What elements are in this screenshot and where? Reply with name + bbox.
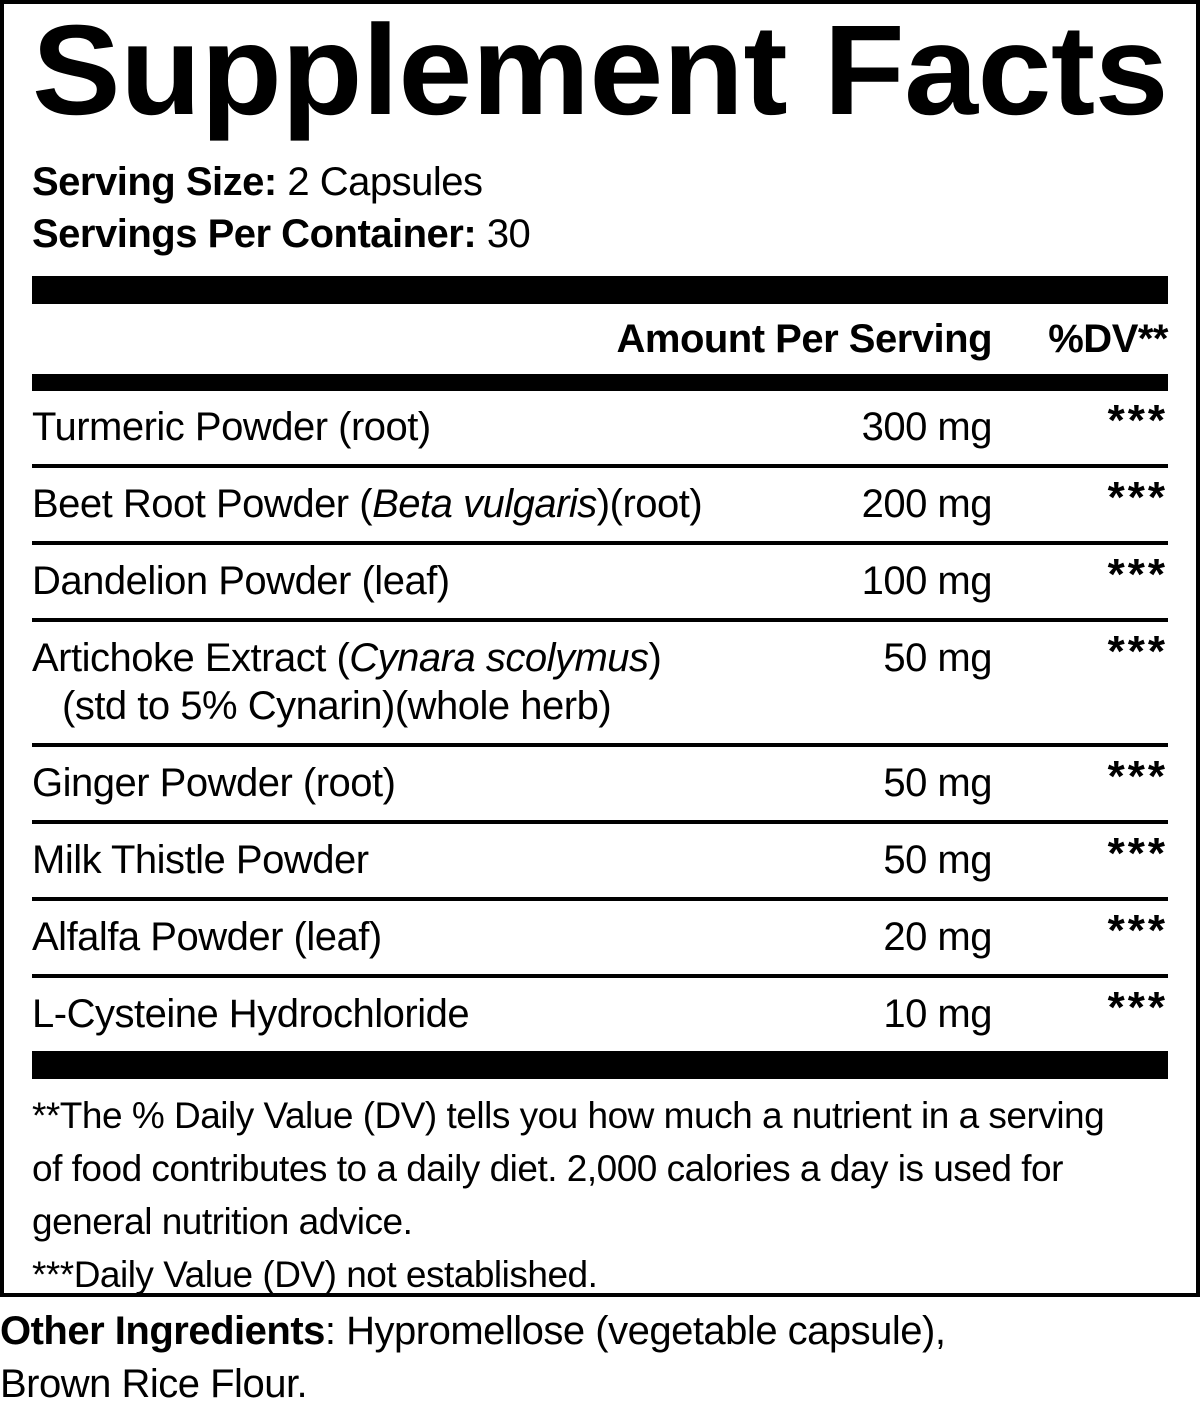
ingredient-row: Dandelion Powder (leaf) 100 mg *** (32, 545, 1168, 622)
serving-info: Serving Size: 2 Capsules Servings Per Co… (32, 156, 1168, 260)
other-ingredients: Other Ingredients: Hypromellose (vegetab… (0, 1305, 1200, 1411)
ingredient-row: L-Cysteine Hydrochloride 10 mg *** (32, 978, 1168, 1051)
dv-not-established-note: ***Daily Value (DV) not established. (32, 1254, 598, 1295)
ingredient-row: Milk Thistle Powder 50 mg *** (32, 824, 1168, 901)
ingredient-amount: 300 mg (861, 405, 993, 449)
thick-rule-top (32, 276, 1168, 304)
other-ingredients-line-1: Other Ingredients: Hypromellose (vegetab… (0, 1305, 1200, 1358)
dv-footnote-line-3: general nutrition advice. (32, 1201, 413, 1242)
ingredient-dv: *** (1107, 396, 1168, 445)
ingredient-dv: *** (1107, 983, 1168, 1032)
dv-footnote-line-1: **The % Daily Value (DV) tells you how m… (32, 1095, 1105, 1136)
serving-size-value: 2 Capsules (287, 160, 483, 204)
ingredient-name: Artichoke Extract (Cynara scolymus) (std … (32, 634, 883, 730)
ingredient-amount: 50 mg (883, 761, 992, 805)
ingredient-amount: 200 mg (861, 482, 993, 526)
ingredient-row: Beet Root Powder (Beta vulgaris)(root) 2… (32, 468, 1168, 545)
ingredient-amount: 50 mg (883, 636, 992, 680)
ingredient-dv: *** (1107, 627, 1168, 676)
ingredient-dv: *** (1107, 752, 1168, 801)
table-header-row: Amount Per Serving %DV** (32, 304, 1168, 374)
other-ingredients-text: : Hypromellose (vegetable capsule), (324, 1309, 946, 1353)
panel-title: Supplement Facts (32, 14, 1168, 142)
ingredient-name: Alfalfa Powder (leaf) (32, 915, 382, 959)
ingredient-dv: *** (1107, 906, 1168, 955)
other-ingredients-line-2: Brown Rice Flour. (0, 1362, 308, 1406)
ingredient-amount: 50 mg (883, 838, 992, 882)
servings-per-container-line: Servings Per Container: 30 (32, 208, 1168, 260)
amount-per-serving-header: Amount Per Serving (616, 317, 992, 361)
serving-size-line: Serving Size: 2 Capsules (32, 156, 1168, 208)
ingredient-name: Beet Root Powder (Beta vulgaris)(root) (32, 482, 703, 526)
ingredient-dv: *** (1107, 550, 1168, 599)
dv-footnote-line-2: of food contributes to a daily diet. 2,0… (32, 1148, 1063, 1189)
ingredients-table: Turmeric Powder (root) 300 mg *** Beet R… (32, 391, 1168, 1051)
ingredient-name-line2: (std to 5% Cynarin)(whole herb) (62, 684, 612, 728)
ingredient-name: Milk Thistle Powder (32, 838, 369, 882)
servings-per-container-value: 30 (486, 212, 531, 256)
thick-rule-bottom (32, 1051, 1168, 1079)
ingredient-name: Turmeric Powder (root) (32, 405, 431, 449)
ingredient-row: Turmeric Powder (root) 300 mg *** (32, 391, 1168, 468)
ingredient-row: Artichoke Extract (Cynara scolymus) (std … (32, 622, 1168, 747)
ingredient-dv: *** (1107, 829, 1168, 878)
servings-per-container-label: Servings Per Container: (32, 212, 477, 256)
panel-title-graphic: Supplement Facts (32, 14, 1169, 142)
ingredient-name: Dandelion Powder (leaf) (32, 559, 450, 603)
ingredient-amount: 10 mg (883, 992, 992, 1036)
supplement-facts-panel: Supplement Facts Serving Size: 2 Capsule… (0, 0, 1200, 1297)
other-ingredients-label: Other Ingredients (0, 1309, 325, 1353)
serving-size-label: Serving Size: (32, 160, 277, 204)
ingredient-amount: 100 mg (861, 559, 993, 603)
ingredient-name: L-Cysteine Hydrochloride (32, 992, 470, 1036)
ingredient-dv: *** (1107, 473, 1168, 522)
footnotes: **The % Daily Value (DV) tells you how m… (32, 1079, 1168, 1295)
ingredient-row: Ginger Powder (root) 50 mg *** (32, 747, 1168, 824)
ingredient-amount: 20 mg (883, 915, 992, 959)
ingredient-name: Ginger Powder (root) (32, 761, 396, 805)
percent-dv-header: %DV** (1048, 317, 1168, 361)
ingredient-row: Alfalfa Powder (leaf) 20 mg *** (32, 901, 1168, 978)
thick-rule-header (32, 374, 1168, 391)
